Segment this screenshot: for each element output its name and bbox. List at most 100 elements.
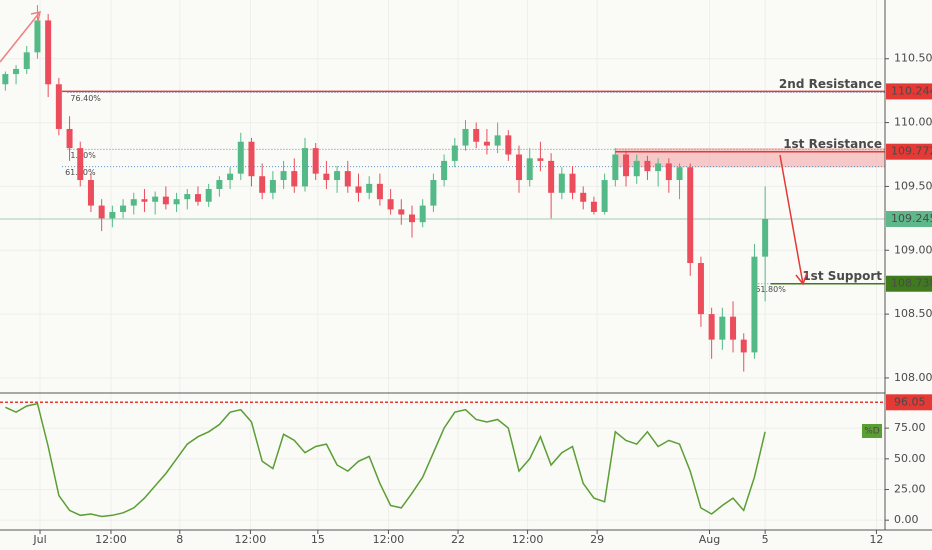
oscillator-name-box xyxy=(862,424,882,438)
y-tick-label: 110.500 xyxy=(894,52,932,65)
oscillator-line xyxy=(5,402,766,518)
candle-body xyxy=(623,154,630,177)
candle-body xyxy=(558,173,565,193)
candle-body xyxy=(687,167,694,264)
candle-body xyxy=(740,339,747,353)
candle-body xyxy=(590,201,597,212)
candle-body xyxy=(141,199,148,202)
candle-body xyxy=(280,171,287,181)
candle-body xyxy=(473,128,480,142)
candle-body xyxy=(55,84,62,129)
candle-body xyxy=(483,141,490,146)
candle-body xyxy=(762,218,769,257)
candle-body xyxy=(109,211,116,219)
level-tag xyxy=(886,394,932,411)
arrow-head xyxy=(30,11,41,22)
candle-body xyxy=(719,316,726,340)
price-tag-label: 110.244 xyxy=(891,84,932,97)
candle-body xyxy=(494,135,501,146)
y2-tick-label: 50.00 xyxy=(894,452,926,465)
candle-body xyxy=(23,52,30,69)
candle-body xyxy=(323,173,330,181)
x-tick-label: 15 xyxy=(311,533,325,546)
candle-body xyxy=(633,160,640,177)
y-tick-label: 109.500 xyxy=(894,179,932,192)
price-tag xyxy=(886,210,932,227)
candle-body xyxy=(173,199,180,205)
candle-body xyxy=(580,192,587,202)
candle-body xyxy=(184,194,191,200)
candle-body xyxy=(751,256,758,353)
plot: 76.40%1.80%61.80%61.80%2nd Resistance1st… xyxy=(0,5,885,518)
x-tick-label: 22 xyxy=(451,533,465,546)
y2-tick-label: 25.00 xyxy=(894,483,926,496)
candle-body xyxy=(205,188,212,202)
x-tick-label: Aug xyxy=(699,533,720,546)
candle-body xyxy=(259,176,266,193)
candle-body xyxy=(77,148,84,181)
candle-body xyxy=(13,68,20,75)
level-name: 1st Resistance xyxy=(783,137,882,151)
x-tick-label: 12 xyxy=(869,533,883,546)
candle-body xyxy=(366,183,373,193)
y2-tick-label: 0.00 xyxy=(894,513,919,526)
x-tick-label: 12:00 xyxy=(512,533,544,546)
candle-body xyxy=(430,180,437,206)
candle-body xyxy=(162,196,169,205)
price-tag-label: 108.738 xyxy=(891,277,932,290)
x-tick-label: Jul xyxy=(32,533,46,546)
candle-body xyxy=(601,180,608,212)
candle-body xyxy=(334,171,341,181)
fib-label: 1.80% xyxy=(70,151,96,160)
candle-body xyxy=(130,199,137,206)
candle-body xyxy=(120,205,127,212)
candle-body xyxy=(376,183,383,200)
candle-body xyxy=(216,180,223,189)
x-tick-label: 8 xyxy=(176,533,183,546)
y-tick-label: 110.000 xyxy=(894,116,932,129)
candle-body xyxy=(269,180,276,193)
candle-body xyxy=(676,167,683,181)
candle-body xyxy=(697,263,704,315)
candle-body xyxy=(409,214,416,223)
tags: 108.000 108.500 109.000 109.500 110.000 110.5… xyxy=(32,52,932,546)
level-name: 2nd Resistance xyxy=(779,77,882,91)
candle-body xyxy=(2,74,9,85)
candle-body xyxy=(194,194,201,202)
price-tag-label: 109.772 xyxy=(891,145,932,158)
candle-body xyxy=(655,163,662,172)
candle-body xyxy=(665,163,672,181)
candle-body xyxy=(516,154,523,181)
x-tick-label: 12:00 xyxy=(373,533,405,546)
projection-arrow xyxy=(779,154,804,285)
candle-body xyxy=(248,141,255,177)
level-name: 1st Support xyxy=(802,269,882,283)
fib-label: 76.40% xyxy=(70,94,101,103)
price-tag xyxy=(886,143,932,160)
candle-body xyxy=(548,160,555,193)
candle-body xyxy=(237,141,244,174)
price-tag xyxy=(886,275,932,292)
candle-body xyxy=(398,209,405,215)
y-tick-label: 108.500 xyxy=(894,307,932,320)
candle-body xyxy=(355,186,362,193)
grid xyxy=(0,0,889,534)
candle-body xyxy=(451,145,458,161)
trend-arrow xyxy=(0,11,41,63)
candle-body xyxy=(45,20,52,85)
candle-body xyxy=(227,173,234,181)
resistance-zone xyxy=(615,148,885,168)
y2-tick-label: 75.00 xyxy=(894,421,926,434)
candle-body xyxy=(301,148,308,187)
candle-body xyxy=(87,180,94,206)
candle-body xyxy=(66,128,73,149)
x-tick-label: 5 xyxy=(762,533,769,546)
candle-body xyxy=(387,199,394,210)
candle-body xyxy=(537,158,544,161)
x-tick-label: 12:00 xyxy=(235,533,267,546)
candle-body xyxy=(152,196,159,202)
x-tick-label: 29 xyxy=(590,533,604,546)
candle-body xyxy=(569,173,576,193)
candle-body xyxy=(730,316,737,340)
price-tag-label: 109.245 xyxy=(891,212,932,225)
